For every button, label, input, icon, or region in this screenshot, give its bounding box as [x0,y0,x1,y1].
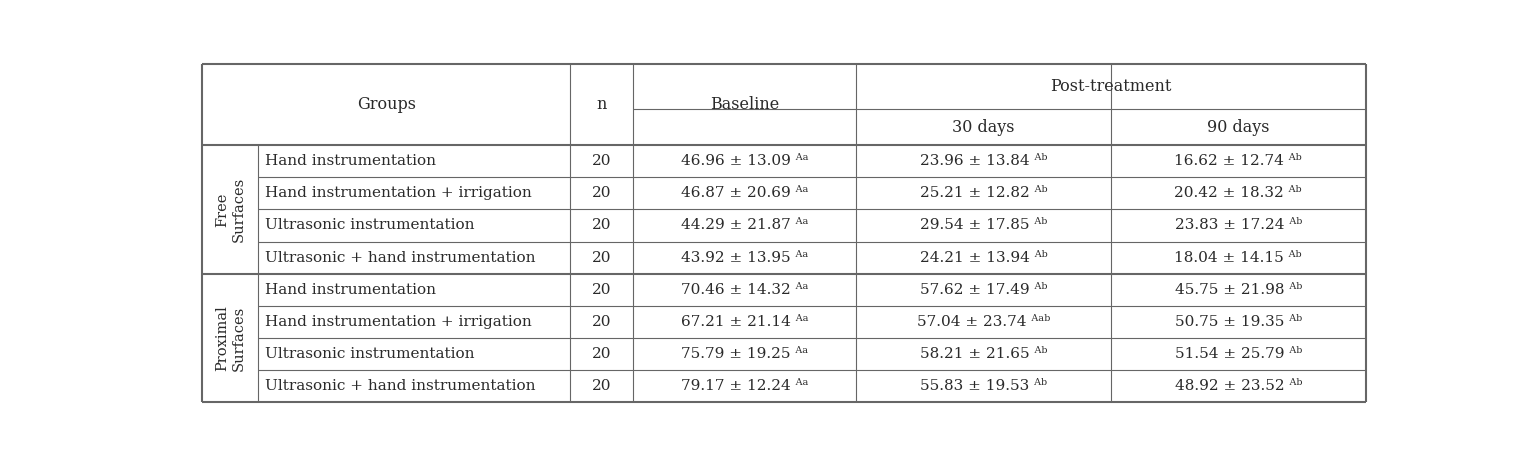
Text: 20: 20 [591,379,611,393]
Text: 20: 20 [591,251,611,265]
Text: Ultrasonic + hand instrumentation: Ultrasonic + hand instrumentation [265,379,536,393]
Text: 55.83 ± 19.53 ᴬᵇ: 55.83 ± 19.53 ᴬᵇ [920,379,1047,393]
Text: 79.17 ± 12.24 ᴬᵃ: 79.17 ± 12.24 ᴬᵃ [681,379,808,393]
Text: n: n [596,96,607,113]
Text: 20.42 ± 18.32 ᴬᵇ: 20.42 ± 18.32 ᴬᵇ [1175,186,1301,200]
Text: 43.92 ± 13.95 ᴬᵃ: 43.92 ± 13.95 ᴬᵃ [681,251,808,265]
Text: Ultrasonic instrumentation: Ultrasonic instrumentation [265,218,475,233]
Text: Hand instrumentation + irrigation: Hand instrumentation + irrigation [265,315,532,329]
Text: 18.04 ± 14.15 ᴬᵇ: 18.04 ± 14.15 ᴬᵇ [1175,251,1301,265]
Text: Baseline: Baseline [710,96,779,113]
Text: 75.79 ± 19.25 ᴬᵃ: 75.79 ± 19.25 ᴬᵃ [681,347,808,361]
Text: 30 days: 30 days [952,119,1015,136]
Text: 70.46 ± 14.32 ᴬᵃ: 70.46 ± 14.32 ᴬᵃ [681,283,808,297]
Text: 20: 20 [591,186,611,200]
Text: 23.83 ± 17.24 ᴬᵇ: 23.83 ± 17.24 ᴬᵇ [1175,218,1301,233]
Text: 58.21 ± 21.65 ᴬᵇ: 58.21 ± 21.65 ᴬᵇ [920,347,1047,361]
Text: Proximal
Surfaces: Proximal Surfaces [215,305,245,371]
Text: 50.75 ± 19.35 ᴬᵇ: 50.75 ± 19.35 ᴬᵇ [1175,315,1301,329]
Text: 20: 20 [591,347,611,361]
Text: Hand instrumentation + irrigation: Hand instrumentation + irrigation [265,186,532,200]
Text: Ultrasonic + hand instrumentation: Ultrasonic + hand instrumentation [265,251,536,265]
Text: 44.29 ± 21.87 ᴬᵃ: 44.29 ± 21.87 ᴬᵃ [681,218,808,233]
Text: 57.62 ± 17.49 ᴬᵇ: 57.62 ± 17.49 ᴬᵇ [920,283,1047,297]
Text: 16.62 ± 12.74 ᴬᵇ: 16.62 ± 12.74 ᴬᵇ [1175,154,1301,168]
Text: 45.75 ± 21.98 ᴬᵇ: 45.75 ± 21.98 ᴬᵇ [1175,283,1301,297]
Text: 25.21 ± 12.82 ᴬᵇ: 25.21 ± 12.82 ᴬᵇ [919,186,1047,200]
Text: Ultrasonic instrumentation: Ultrasonic instrumentation [265,347,475,361]
Text: 46.87 ± 20.69 ᴬᵃ: 46.87 ± 20.69 ᴬᵃ [681,186,808,200]
Text: 20: 20 [591,154,611,168]
Text: 67.21 ± 21.14 ᴬᵃ: 67.21 ± 21.14 ᴬᵃ [681,315,808,329]
Text: 29.54 ± 17.85 ᴬᵇ: 29.54 ± 17.85 ᴬᵇ [920,218,1047,233]
Text: 48.92 ± 23.52 ᴬᵇ: 48.92 ± 23.52 ᴬᵇ [1175,379,1301,393]
Text: 46.96 ± 13.09 ᴬᵃ: 46.96 ± 13.09 ᴬᵃ [681,154,808,168]
Text: 90 days: 90 days [1207,119,1269,136]
Text: 57.04 ± 23.74 ᴬᵃᵇ: 57.04 ± 23.74 ᴬᵃᵇ [917,315,1050,329]
Text: 20: 20 [591,315,611,329]
Text: 51.54 ± 25.79 ᴬᵇ: 51.54 ± 25.79 ᴬᵇ [1175,347,1301,361]
Text: 20: 20 [591,218,611,233]
Text: 20: 20 [591,283,611,297]
Text: 23.96 ± 13.84 ᴬᵇ: 23.96 ± 13.84 ᴬᵇ [920,154,1047,168]
Text: Free
Surfaces: Free Surfaces [215,177,245,242]
Text: Hand instrumentation: Hand instrumentation [265,283,436,297]
Text: Groups: Groups [357,96,416,113]
Text: Hand instrumentation: Hand instrumentation [265,154,436,168]
Text: 24.21 ± 13.94 ᴬᵇ: 24.21 ± 13.94 ᴬᵇ [919,251,1047,265]
Text: Post-treatment: Post-treatment [1050,78,1172,95]
